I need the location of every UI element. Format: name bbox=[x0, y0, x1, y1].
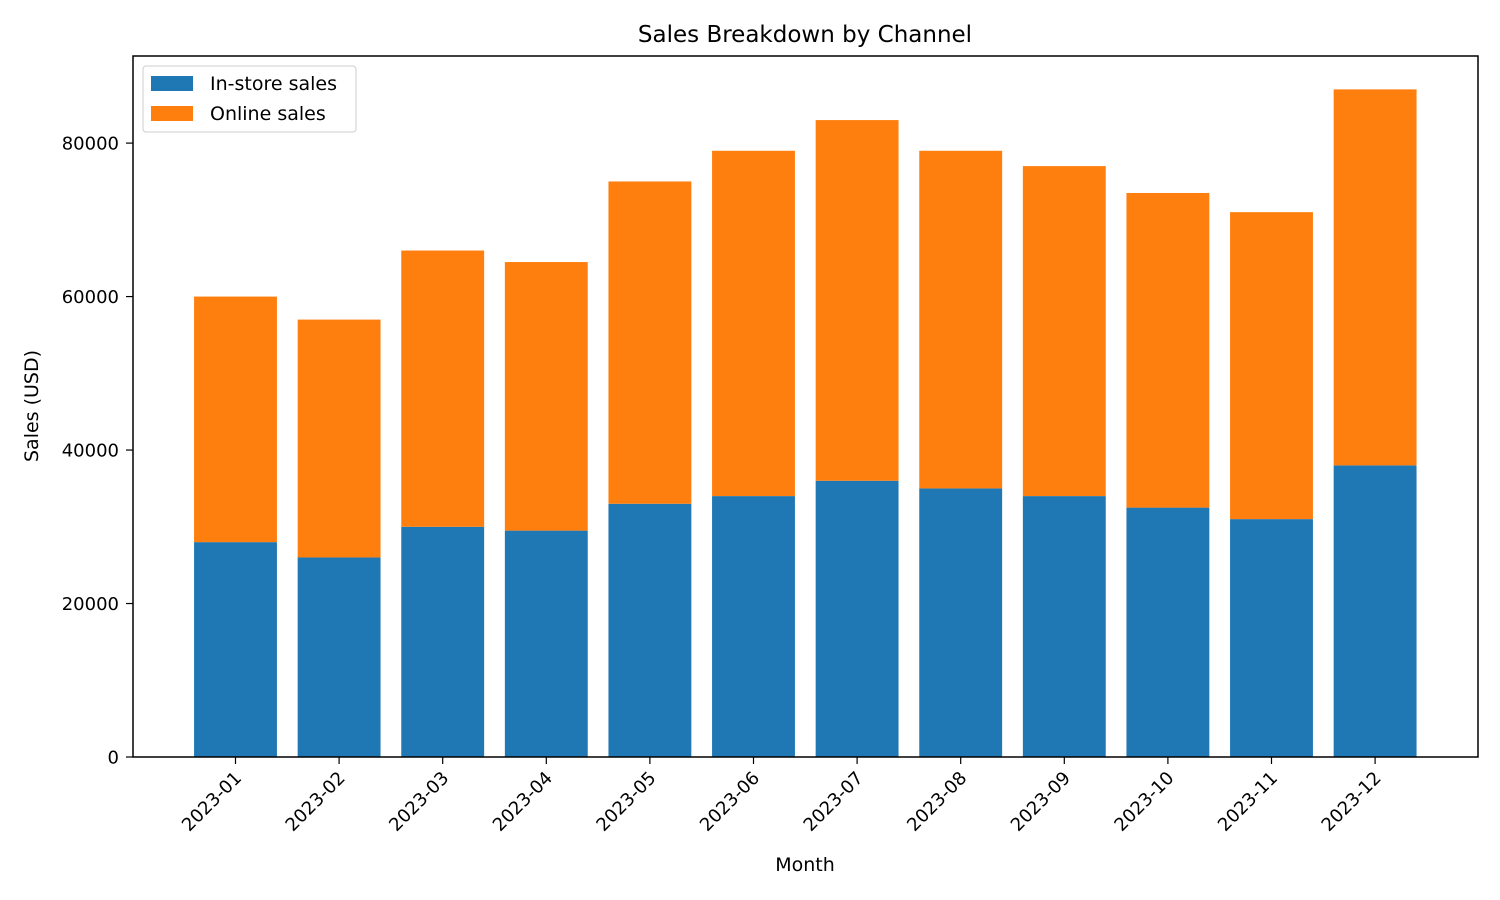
x-axis-label: Month bbox=[775, 854, 835, 876]
legend-box bbox=[142, 65, 357, 133]
legend-label-online: Online sales bbox=[210, 103, 326, 125]
chart-title: Sales Breakdown by Channel bbox=[638, 22, 972, 48]
bar-online-2023-06 bbox=[712, 150, 795, 497]
bar-in-store-2023-12 bbox=[1333, 465, 1417, 757]
y-tick-label: 20000 bbox=[62, 594, 119, 615]
legend-swatch-in-store bbox=[151, 76, 193, 91]
bar-online-2023-07 bbox=[815, 120, 899, 481]
bar-in-store-2023-09 bbox=[1022, 496, 1106, 757]
y-tick-label: 0 bbox=[108, 748, 119, 769]
bar-in-store-2023-08 bbox=[919, 488, 1003, 757]
y-tick-label: 60000 bbox=[62, 287, 119, 308]
bar-in-store-2023-04 bbox=[504, 530, 588, 757]
bar-in-store-2023-11 bbox=[1230, 519, 1313, 757]
plot-frame bbox=[132, 55, 1479, 758]
y-axis: 0 20000 40000 60000 80000 bbox=[62, 134, 133, 769]
bar-in-store-2023-02 bbox=[297, 557, 381, 757]
bar-online-2023-04 bbox=[504, 262, 588, 531]
y-axis-label: Sales (USD) bbox=[21, 350, 43, 462]
legend-swatch-online bbox=[151, 106, 193, 121]
bar-online-2023-08 bbox=[919, 150, 1003, 489]
bar-in-store-2023-01 bbox=[194, 542, 277, 757]
bar-online-2023-01 bbox=[194, 296, 277, 543]
bar-online-2023-10 bbox=[1126, 192, 1210, 508]
bar-in-store-2023-06 bbox=[712, 496, 795, 757]
bar-in-store-2023-10 bbox=[1126, 507, 1210, 757]
bar-in-store-2023-03 bbox=[401, 526, 485, 757]
bars-layer bbox=[194, 89, 1417, 757]
y-tick-label: 40000 bbox=[62, 441, 119, 462]
bar-online-2023-05 bbox=[608, 181, 692, 504]
bar-online-2023-03 bbox=[401, 250, 485, 527]
bar-online-2023-02 bbox=[297, 319, 381, 558]
bar-online-2023-11 bbox=[1230, 212, 1313, 520]
y-tick-label: 80000 bbox=[62, 134, 119, 155]
bar-online-2023-09 bbox=[1022, 166, 1106, 497]
legend-label-in-store: In-store sales bbox=[210, 73, 337, 95]
bar-online-2023-12 bbox=[1333, 89, 1417, 466]
legend: In-store sales Online sales bbox=[142, 65, 357, 133]
bar-in-store-2023-05 bbox=[608, 503, 692, 757]
bar-in-store-2023-07 bbox=[815, 480, 899, 757]
